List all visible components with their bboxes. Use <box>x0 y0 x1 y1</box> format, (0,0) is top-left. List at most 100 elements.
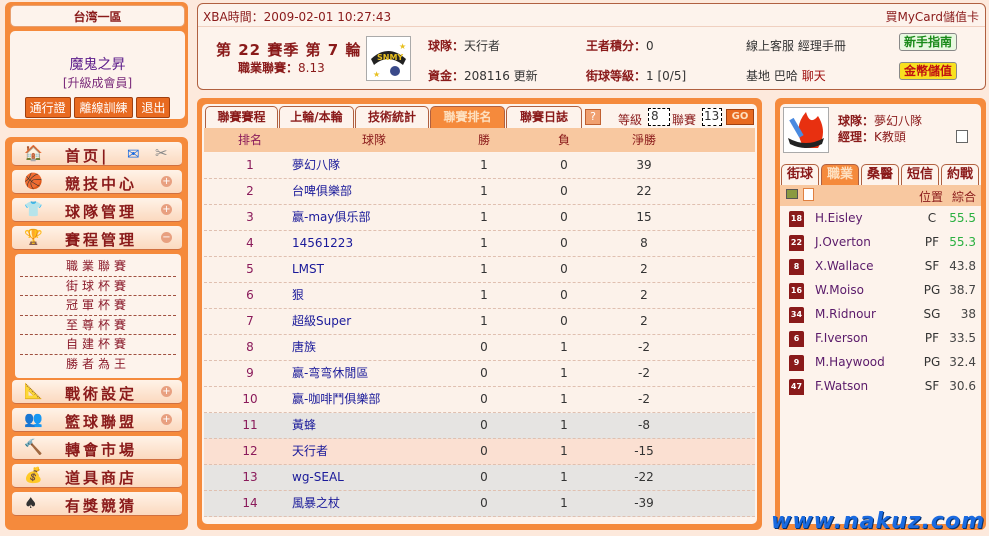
cell-1[interactable]: 超級Super <box>292 314 352 328</box>
player-name[interactable]: F.Watson <box>815 379 869 393</box>
submenu-item[interactable]: 至尊杯賽 <box>20 316 176 335</box>
cell-1[interactable]: wg-SEAL <box>292 470 344 484</box>
player-row[interactable]: 34 M.Ridnour SG 38 <box>780 302 981 326</box>
cell-1[interactable]: 唐族 <box>292 340 317 354</box>
passport-button[interactable]: 通行證 <box>24 97 71 118</box>
roster-tab-3[interactable]: 短信 <box>901 164 939 185</box>
mycard-link[interactable]: 買MyCard儲值卡 <box>885 10 979 24</box>
svg-text:★: ★ <box>399 42 406 51</box>
roster-tab-4[interactable]: 約戰 <box>941 164 979 185</box>
cell-3: 1 <box>560 340 568 354</box>
league-input[interactable]: 13 <box>702 108 722 126</box>
player-name[interactable]: M.Ridnour <box>815 307 876 321</box>
sidebar-item-6[interactable]: 🔨 轉會市場 <box>12 436 182 460</box>
level-input[interactable]: 8 <box>648 108 670 126</box>
tab-1[interactable]: 上輪/本輪 <box>279 106 354 128</box>
spade-icon: ♠ <box>24 494 38 512</box>
expand-icon[interactable]: + <box>161 386 172 397</box>
guide-button[interactable]: 新手指南 <box>899 33 957 51</box>
king-points: 王者積分：0 <box>586 39 654 53</box>
table-row: 13 wg-SEAL 0 1 -22 <box>204 465 755 491</box>
tools-icon[interactable]: ✂ <box>155 144 168 162</box>
roster-tab-0[interactable]: 街球 <box>781 164 819 185</box>
player-row[interactable]: 6 F.Iverson PF 33.5 <box>780 326 981 350</box>
col-losses: 負 <box>557 133 570 147</box>
submenu-item[interactable]: 街球杯賽 <box>20 277 176 296</box>
sidebar-item-5[interactable]: 👥 籃球聯盟 + <box>12 408 182 432</box>
go-button[interactable]: GO <box>726 109 754 125</box>
upgrade-link[interactable]: [升級成會員] <box>62 76 133 90</box>
sidebar-item-4[interactable]: 📐 戰術設定 + <box>12 380 182 404</box>
chat-link[interactable]: 聊天 <box>801 69 826 83</box>
support-link[interactable]: 線上客服 <box>746 39 795 53</box>
table-header: 排名 球隊 勝 負 淨勝 <box>204 128 755 152</box>
tab-0[interactable]: 聯賽賽程 <box>205 106 278 128</box>
update-link[interactable]: 更新 <box>513 69 538 83</box>
submenu-item[interactable]: 勝者為王 <box>65 356 130 371</box>
tactics-icon: 📐 <box>24 382 43 400</box>
document-icon[interactable] <box>803 188 814 201</box>
cell-3: 0 <box>560 262 568 276</box>
roster-tab-1[interactable]: 職業 <box>821 164 859 185</box>
submenu-item[interactable]: 自建杯賽 <box>20 335 176 355</box>
submenu-item[interactable]: 冠軍杯賽 <box>20 296 176 316</box>
player-name[interactable]: M.Haywood <box>815 355 885 369</box>
camera-icon[interactable] <box>786 189 798 199</box>
tab-2[interactable]: 技術統計 <box>355 106 429 128</box>
offline-training-button[interactable]: 離線訓練 <box>74 97 133 118</box>
cell-1[interactable]: 赢-咖啡鬥俱樂部 <box>292 392 381 406</box>
roster-panel: 球隊：夢幻八隊 經理：K教頭 位置 綜合 街球 職業 桑醫 短信 約戰 18 H.Eisl… <box>775 98 986 530</box>
player-name[interactable]: J.Overton <box>815 235 871 249</box>
cell-1[interactable]: 狠 <box>292 288 305 302</box>
sidebar-item-7[interactable]: 💰 道具商店 <box>12 464 182 488</box>
player-position: PG <box>923 283 941 297</box>
cell-1[interactable]: 黃蜂 <box>292 418 317 432</box>
player-row[interactable]: 18 H.Eisley C 55.5 <box>780 206 981 230</box>
tab-4[interactable]: 聯賽日誌 <box>506 106 582 128</box>
base-link[interactable]: 基地 <box>746 69 771 83</box>
notes-icon[interactable] <box>956 130 968 143</box>
cell-3: 1 <box>560 366 568 380</box>
sidebar-item-8[interactable]: ♠ 有獎競猜 <box>12 492 182 516</box>
player-name[interactable]: X.Wallace <box>815 259 874 273</box>
player-name[interactable]: W.Moiso <box>815 283 864 297</box>
cell-1[interactable]: LMST <box>292 262 324 276</box>
cell-2: 1 <box>480 262 488 276</box>
cell-1[interactable]: 赢-弯弯休閒區 <box>292 366 369 380</box>
player-row[interactable]: 16 W.Moiso PG 38.7 <box>780 278 981 302</box>
sidebar-item-1[interactable]: 🏀 競技中心 + <box>12 170 182 194</box>
sidebar-item-0[interactable]: 🏠 首页| ✉ ✂ <box>12 142 182 166</box>
player-name[interactable]: H.Eisley <box>815 211 863 225</box>
cell-4: 39 <box>636 158 652 172</box>
mail-icon[interactable]: ✉ <box>127 145 140 163</box>
cell-1[interactable]: 風暴之杖 <box>292 496 341 510</box>
player-position: SF <box>924 379 940 393</box>
cell-3: 0 <box>560 236 568 250</box>
sidebar-item-2[interactable]: 👕 球隊管理 + <box>12 198 182 222</box>
roster-tab-2[interactable]: 桑醫 <box>861 164 899 185</box>
cell-4: -15 <box>634 444 654 458</box>
sidebar-item-3[interactable]: 🏆 賽程管理 − <box>12 226 182 250</box>
cell-1[interactable]: 赢-may俱乐部 <box>292 210 371 224</box>
help-icon[interactable]: ? <box>585 109 601 125</box>
tab-3[interactable]: 聯賽排名 <box>430 106 505 128</box>
player-row[interactable]: 9 M.Haywood PG 32.4 <box>780 350 981 374</box>
topup-button[interactable]: 金幣儲值 <box>899 62 957 80</box>
collapse-icon[interactable]: − <box>161 232 172 243</box>
player-row[interactable]: 22 J.Overton PF 55.3 <box>780 230 981 254</box>
cell-1[interactable]: 天行者 <box>292 444 329 458</box>
cell-1[interactable]: 14561223 <box>292 236 354 250</box>
submenu-item[interactable]: 職業聯賽 <box>20 257 176 277</box>
expand-icon[interactable]: + <box>161 414 172 425</box>
bahamut-link[interactable]: 巴哈 <box>773 69 798 83</box>
cell-1[interactable]: 台啤俱樂部 <box>292 184 353 198</box>
cell-0: 8 <box>246 340 254 354</box>
player-row[interactable]: 8 X.Wallace SF 43.8 <box>780 254 981 278</box>
player-row[interactable]: 47 F.Watson SF 30.6 <box>780 374 981 398</box>
expand-icon[interactable]: + <box>161 204 172 215</box>
expand-icon[interactable]: + <box>161 176 172 187</box>
cell-1[interactable]: 夢幻八隊 <box>292 158 341 172</box>
logout-button[interactable]: 退出 <box>136 97 171 118</box>
manual-link[interactable]: 經理手冊 <box>797 39 846 53</box>
player-name[interactable]: F.Iverson <box>815 331 868 345</box>
